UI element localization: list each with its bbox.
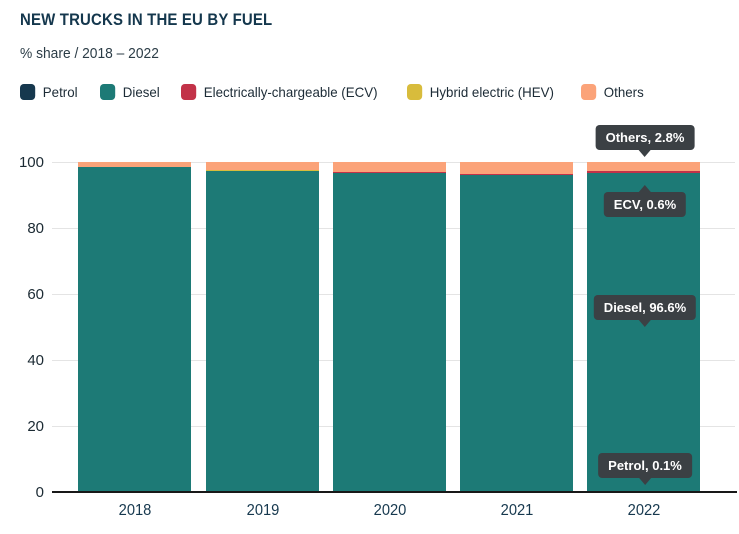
ecv-swatch-icon (181, 84, 197, 100)
petrol-swatch-icon (20, 84, 36, 100)
bar-segment-2020-others[interactable] (333, 162, 446, 173)
chart-title: NEW TRUCKS IN THE EU BY FUEL (20, 10, 273, 29)
bar-segment-2018-others[interactable] (78, 162, 191, 167)
bar-segment-2021-others[interactable] (460, 162, 573, 174)
x-axis-label-2019: 2019 (246, 502, 279, 519)
bar-2019[interactable] (206, 162, 319, 492)
legend-label: Diesel (122, 84, 160, 100)
bar-segment-2021-diesel[interactable] (460, 175, 573, 492)
legend: Petrol Diesel Electrically-chargeable (ECV… (20, 84, 647, 100)
x-axis-label-2018: 2018 (118, 502, 151, 519)
y-axis-tick-100: 100 (18, 154, 44, 171)
bar-segment-2022-ecv[interactable] (587, 170, 700, 173)
annotation-petrol: Petrol, 0.1% (598, 453, 692, 478)
bar-segment-2018-diesel[interactable] (78, 166, 191, 492)
legend-label: Electrically-chargeable (ECV) (204, 84, 378, 100)
annotation-ecv: ECV, 0.6% (603, 192, 687, 217)
x-axis-label-2021: 2021 (500, 502, 533, 519)
bar-segment-2020-ecv[interactable] (333, 172, 446, 174)
annotation-diesel: Diesel, 96.6% (593, 295, 697, 320)
legend-item-diesel: Diesel (99, 84, 160, 100)
x-axis-line (52, 491, 737, 493)
y-axis-tick-80: 80 (27, 220, 44, 237)
bar-segment-2019-diesel[interactable] (206, 171, 319, 492)
legend-label: Petrol (42, 84, 78, 100)
bar-segment-2022-others[interactable] (587, 161, 700, 171)
y-axis-tick-20: 20 (27, 418, 44, 435)
legend-item-others: Others (581, 84, 644, 100)
hev-swatch-icon (407, 84, 423, 100)
bar-2020[interactable] (333, 162, 446, 492)
others-swatch-icon (581, 84, 597, 100)
y-axis-tick-40: 40 (27, 352, 44, 369)
bar-2021[interactable] (460, 162, 573, 492)
legend-item-hev: Hybrid electric (HEV) (407, 84, 554, 100)
legend-item-ecv: Electrically-chargeable (ECV) (181, 84, 378, 100)
y-axis-tick-60: 60 (27, 286, 44, 303)
x-axis-label-2022: 2022 (627, 502, 660, 519)
legend-label: Others (603, 84, 644, 100)
chart-subtitle: % share / 2018 – 2022 (20, 45, 159, 62)
bar-2022[interactable] (587, 161, 700, 492)
bar-2018[interactable] (78, 162, 191, 492)
y-axis-tick-0: 0 (35, 484, 44, 501)
bar-segment-2019-hev[interactable] (206, 170, 319, 172)
legend-label: Hybrid electric (HEV) (430, 84, 555, 100)
bar-segment-2022-diesel[interactable] (587, 172, 700, 492)
x-axis-label-2020: 2020 (373, 502, 406, 519)
diesel-swatch-icon (99, 84, 115, 100)
bar-segment-2020-diesel[interactable] (333, 173, 446, 492)
annotation-others: Others, 2.8% (595, 125, 695, 150)
bar-segment-2021-ecv[interactable] (460, 173, 573, 176)
legend-item-petrol: Petrol (20, 84, 78, 100)
bar-segment-2019-others[interactable] (206, 162, 319, 171)
